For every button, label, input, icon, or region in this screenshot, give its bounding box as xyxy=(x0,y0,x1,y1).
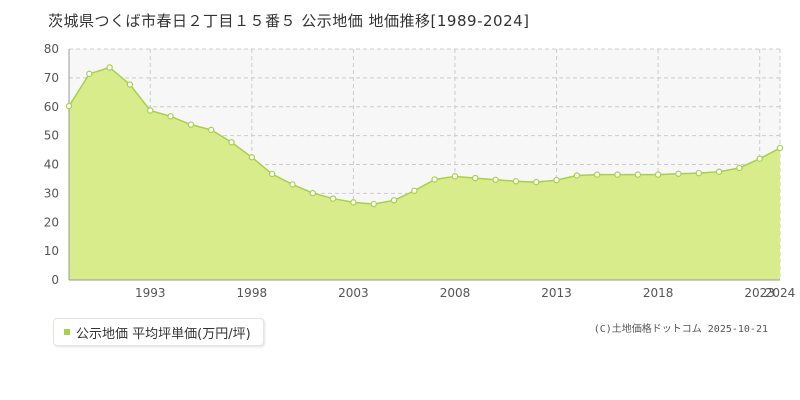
data-point xyxy=(411,187,418,194)
y-tick-label: 20 xyxy=(44,215,59,229)
data-point xyxy=(106,64,113,71)
y-tick-label: 70 xyxy=(44,71,59,85)
data-point xyxy=(228,139,235,146)
axis-layer xyxy=(68,49,780,281)
data-point xyxy=(147,107,154,114)
data-point xyxy=(756,155,763,162)
data-point xyxy=(695,169,702,177)
data-point xyxy=(431,176,438,183)
data-point xyxy=(654,171,662,178)
data-point xyxy=(776,144,784,152)
x-tick-label: 2008 xyxy=(440,286,471,300)
data-point xyxy=(289,181,296,188)
data-point xyxy=(634,171,642,178)
y-tick-label: 50 xyxy=(44,129,59,143)
data-point xyxy=(390,197,398,204)
data-point xyxy=(329,195,337,202)
legend: 公示地価 平均坪単価(万円/坪) xyxy=(53,318,264,346)
y-tick-label: 80 xyxy=(44,42,59,56)
marker-layer xyxy=(65,64,784,208)
data-point xyxy=(715,168,723,175)
y-tick-label: 60 xyxy=(44,100,59,114)
x-tick-label: 2003 xyxy=(338,286,369,300)
legend-swatch xyxy=(64,329,70,335)
y-tick-label: 0 xyxy=(51,273,59,287)
data-point xyxy=(593,171,601,178)
data-point xyxy=(533,178,540,186)
data-point xyxy=(167,113,174,120)
data-point xyxy=(248,154,256,161)
legend-label: 公示地価 平均坪単価(万円/坪) xyxy=(76,326,251,342)
data-point xyxy=(451,173,459,180)
x-tick-label: 1998 xyxy=(237,286,268,300)
copyright-credit: (C)土地価格ドットコム 2025-10-21 xyxy=(593,324,768,335)
data-point xyxy=(65,102,73,110)
x-tick-label: 2013 xyxy=(541,286,572,300)
data-point xyxy=(370,200,377,208)
x-tick-label: 2024 xyxy=(765,286,796,300)
data-point xyxy=(614,171,621,178)
chart-title: 茨城県つくば市春日２丁目１５番５ 公示地価 地価推移[1989-2024] xyxy=(48,12,530,30)
x-tick-label: 2018 xyxy=(643,286,674,300)
data-point xyxy=(512,178,520,185)
y-tick-label: 10 xyxy=(44,244,59,258)
series-line xyxy=(68,66,781,205)
series-area xyxy=(69,67,780,280)
y-tick-label: 30 xyxy=(44,186,59,200)
data-point xyxy=(207,126,215,134)
data-point xyxy=(736,164,743,172)
data-point xyxy=(268,170,276,178)
data-point xyxy=(86,70,93,78)
y-tick-labels: 0 10 20 30 40 50 60 70 80 xyxy=(44,42,59,287)
data-point xyxy=(553,176,560,184)
area-layer xyxy=(68,66,781,280)
y-tick-label: 40 xyxy=(44,158,59,172)
data-point xyxy=(492,176,499,184)
data-point xyxy=(573,172,581,179)
data-point xyxy=(187,121,195,128)
data-point xyxy=(675,170,682,177)
x-tick-label: 2023 xyxy=(744,286,775,300)
data-point xyxy=(309,189,316,197)
data-point xyxy=(126,81,134,88)
data-point xyxy=(350,199,357,206)
data-point xyxy=(472,174,479,182)
x-tick-label: 1993 xyxy=(135,286,166,300)
